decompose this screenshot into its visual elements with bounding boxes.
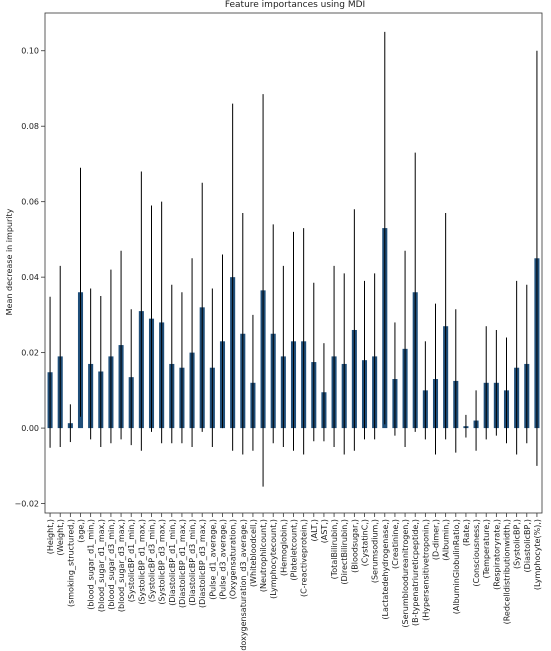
x-tick-label: (Hemoglobin,) (279, 519, 288, 576)
x-tick-label: (DiastolicBP_d3_max,) (198, 519, 207, 608)
x-tick-label: (Consciousness,) (472, 519, 481, 587)
x-tick-label: (Weight,) (56, 519, 65, 556)
x-tick-label: (Neutrophilcount,) (259, 519, 268, 592)
x-tick-label: (AST,) (320, 519, 329, 543)
x-tick-label: (Bloodsugar,) (350, 519, 359, 573)
x-tick-label: (age,) (77, 519, 86, 543)
x-tick-label: (Creatinine,) (391, 519, 400, 569)
x-tick-label: (SystolicBP_d1_min,) (127, 519, 136, 602)
x-tick-label: (Redcelldistributionwidth,) (503, 519, 512, 624)
x-tick-label: (Pulse_d1_average,) (208, 519, 217, 600)
x-tick-label: (blood_sugar_d3_max,) (117, 519, 126, 612)
x-tick-label: (Hypersensitivetroponin,) (421, 519, 430, 621)
x-tick-label: (SystolicBP_d1_max,) (137, 519, 146, 605)
x-tick-label: (Bloodoxygensaturation_d3_average,) (239, 519, 248, 651)
x-tick-label: (CystatinC,) (361, 519, 370, 566)
x-tick-label: (Respiratoryrate,) (492, 519, 501, 590)
x-tick-label: (TotalBilirubin,) (330, 519, 339, 579)
x-tick-label: (Lymphocytecount,) (269, 519, 278, 599)
x-tick-label: (DiastolicBP_d1_max,) (178, 519, 187, 608)
y-axis-label: Mean decrease in impurity (5, 208, 14, 315)
x-tick-label: (Serumbloodureanitrogen,) (401, 519, 410, 628)
x-tick-label: (DiastolicBP,) (523, 519, 532, 572)
x-tick-label: (Height,) (46, 519, 55, 554)
x-tick-label: (blood_sugar_d1_min,) (87, 519, 96, 610)
x-tick-label: (smoking_structured,) (66, 519, 75, 607)
x-tick-label: (ALT,) (310, 519, 319, 542)
x-tick-label: (Pulse_d3_average,) (219, 519, 228, 600)
x-tick-label: (SystolicBP_d3_min,) (148, 519, 157, 602)
x-tick-label: (Temperature,) (482, 519, 491, 578)
x-tick-label: (Albumin,) (442, 519, 451, 561)
x-tick-label: (B-typenatriureticpeptide,) (411, 519, 420, 626)
y-tick-label: 0.06 (21, 198, 39, 207)
y-tick-label: 0.02 (21, 349, 39, 358)
x-tick-label: (Whitebloodcell,) (249, 519, 258, 587)
x-tick-label: (Serumsodium,) (371, 519, 380, 583)
y-tick-label: 0.10 (21, 47, 39, 56)
x-tick-label: (Oxygensaturation,) (229, 519, 238, 599)
x-tick-label: (Plateletcount,) (290, 519, 299, 581)
x-tick-label: (D-dimer,) (432, 519, 441, 560)
x-tick-label: (blood_sugar_d1_max,) (97, 519, 106, 612)
chart-title: Feature importances using MDI (225, 0, 365, 10)
x-tick-label: (DirectBilirubin,) (340, 519, 349, 585)
y-tick-label: −0.02 (14, 500, 39, 509)
y-tick-label: 0.04 (21, 273, 39, 282)
x-tick-label: (DiastolicBP_d1_min,) (168, 519, 177, 606)
x-tick-label: (SystolicBP,) (513, 519, 522, 569)
x-tick-label: (SystolicBP_d3_max,) (158, 519, 167, 605)
y-tick-label: 0.08 (21, 122, 39, 131)
x-tick-label: (C-reactiveprotein,) (300, 519, 309, 597)
y-tick-label: 0.00 (21, 424, 39, 433)
x-tick-label: (Lactatedehydrogenase,) (381, 519, 390, 620)
x-tick-label: (Rate,) (462, 519, 471, 546)
x-tick-label: (DiastolicBP_d3_min,) (188, 519, 197, 606)
x-tick-label: (Lymphocyte(%),) (533, 519, 542, 590)
x-tick-label: (blood_sugar_d3_min,) (107, 519, 116, 610)
x-tick-label: (AlbuminGlobulinRatio,) (452, 519, 461, 614)
